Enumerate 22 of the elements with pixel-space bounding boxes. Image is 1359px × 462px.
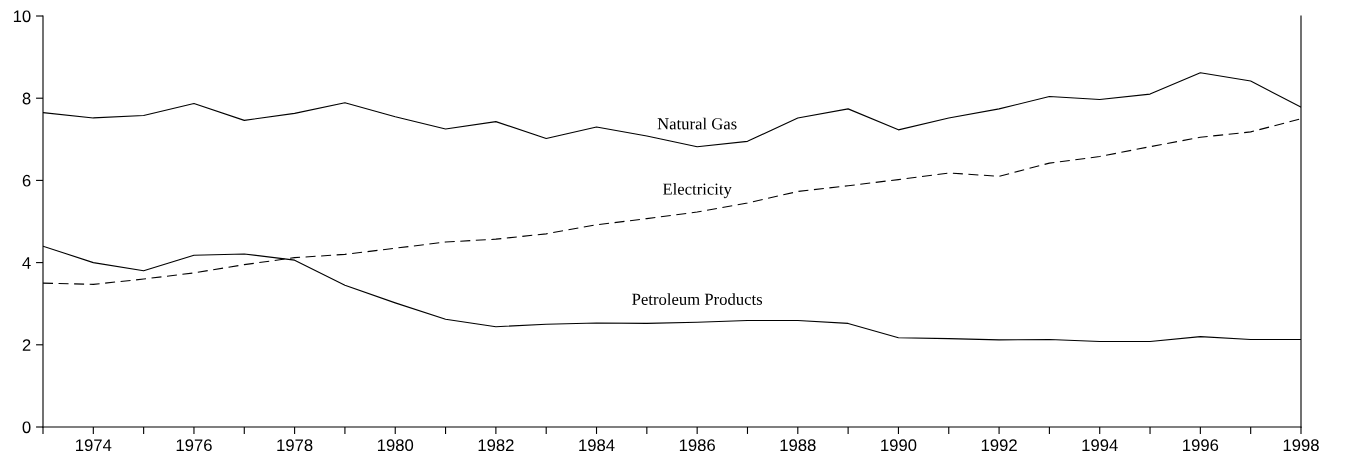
- x-tick-label: 1996: [1183, 439, 1219, 452]
- y-tick-label: 2: [22, 339, 31, 351]
- y-tick-label: 8: [22, 92, 31, 105]
- series-label: Electricity: [662, 183, 732, 199]
- x-tick-label: 1978: [277, 439, 313, 452]
- x-tick-label: 1986: [679, 439, 715, 452]
- series-label: Petroleum Products: [632, 293, 763, 305]
- y-tick-label: 10: [13, 10, 31, 23]
- x-tick-label: 1998: [1283, 439, 1319, 452]
- y-tick-label: 6: [22, 174, 31, 187]
- x-tick-label: 1984: [579, 439, 615, 452]
- y-tick-label: 0: [22, 421, 31, 434]
- series-label: Natural Gas: [657, 117, 737, 130]
- x-tick-label: 1980: [377, 439, 414, 452]
- x-tick-label: 1982: [478, 439, 514, 452]
- x-tick-label: 1990: [881, 439, 917, 452]
- x-tick-label: 1992: [981, 439, 1017, 452]
- x-tick-label: 1994: [1082, 439, 1118, 452]
- x-tick-label: 1988: [780, 439, 816, 452]
- x-tick-label: 1976: [176, 439, 212, 452]
- x-tick-label: 1974: [76, 439, 112, 452]
- y-tick-label: 4: [22, 257, 31, 269]
